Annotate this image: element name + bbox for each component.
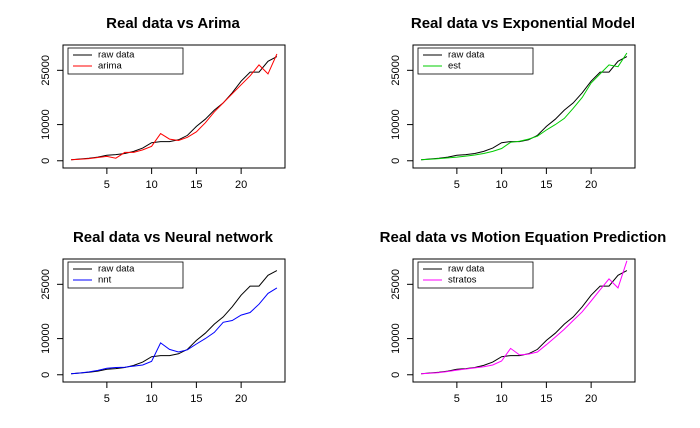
- series-line: [71, 287, 278, 375]
- series-line: [71, 56, 278, 161]
- plot-frame: [62, 44, 286, 169]
- x-tick-label: 5: [454, 179, 460, 191]
- x-tick-label: 15: [190, 393, 202, 405]
- y-tick-label: 10000: [390, 109, 402, 140]
- x-tick-label: 5: [104, 179, 110, 191]
- legend-label: nnt: [98, 275, 112, 286]
- y-tick-label: 25000: [390, 55, 402, 86]
- x-tick-label: 10: [495, 393, 507, 405]
- series-line: [421, 52, 628, 161]
- y-tick-label: 0: [40, 158, 52, 164]
- legend-box: [417, 47, 534, 75]
- y-tick-label: 0: [390, 158, 402, 164]
- y-tick-label: 0: [40, 372, 52, 378]
- legend-label: arima: [98, 61, 122, 72]
- x-tick-label: 10: [495, 179, 507, 191]
- plot-frame: [412, 44, 636, 169]
- x-tick-label: 15: [190, 179, 202, 191]
- x-tick-label: 20: [585, 393, 597, 405]
- legend-box: [417, 261, 534, 289]
- series-line: [71, 53, 278, 161]
- y-tick-label: 25000: [40, 55, 52, 86]
- legend-label: raw data: [98, 264, 135, 275]
- x-tick-label: 15: [540, 393, 552, 405]
- x-tick-label: 10: [145, 393, 157, 405]
- x-tick-label: 5: [104, 393, 110, 405]
- chart-title: Real data vs Motion Equation Prediction: [380, 229, 667, 246]
- plot-frame: [62, 258, 286, 383]
- legend-label: raw data: [448, 50, 485, 61]
- legend-label: stratos: [448, 275, 477, 286]
- legend-label: raw data: [448, 264, 485, 275]
- series-line: [71, 270, 278, 375]
- series-line: [421, 260, 628, 375]
- x-tick-label: 10: [145, 179, 157, 191]
- y-tick-label: 25000: [390, 269, 402, 300]
- series-line: [421, 56, 628, 161]
- y-tick-label: 0: [390, 372, 402, 378]
- y-tick-label: 10000: [40, 323, 52, 354]
- y-tick-label: 10000: [40, 109, 52, 140]
- legend-box: [67, 261, 184, 289]
- x-tick-label: 20: [235, 393, 247, 405]
- legend-label: est: [448, 61, 461, 72]
- x-tick-label: 20: [235, 179, 247, 191]
- chart-title: Real data vs Exponential Model: [411, 15, 635, 32]
- legend-box: [67, 47, 184, 75]
- x-tick-label: 5: [454, 393, 460, 405]
- x-tick-label: 15: [540, 179, 552, 191]
- plot-frame: [412, 258, 636, 383]
- y-tick-label: 10000: [390, 323, 402, 354]
- chart-title: Real data vs Arima: [106, 15, 240, 32]
- y-tick-label: 25000: [40, 269, 52, 300]
- legend-label: raw data: [98, 50, 135, 61]
- x-tick-label: 20: [585, 179, 597, 191]
- chart-title: Real data vs Neural network: [73, 229, 274, 246]
